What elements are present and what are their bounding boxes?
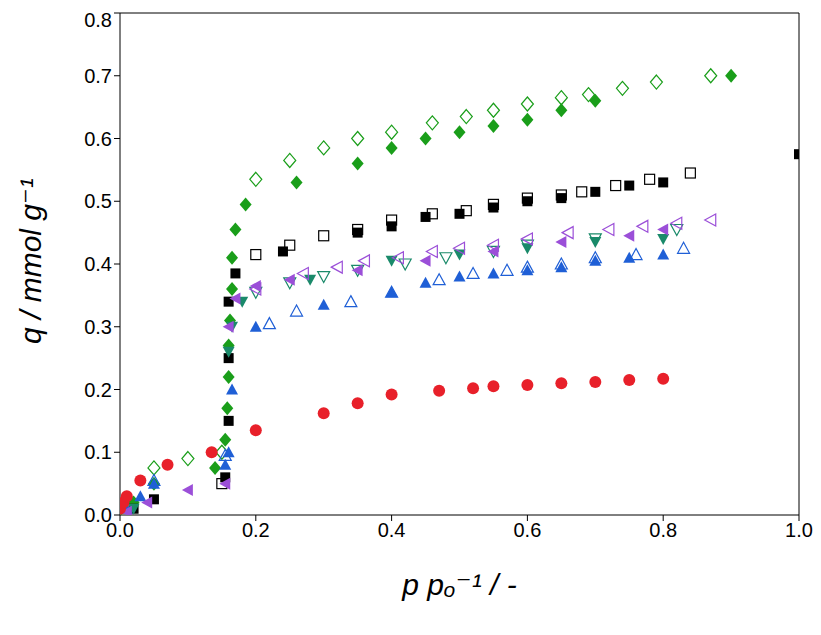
svg-text:1.0: 1.0 <box>785 519 813 541</box>
svg-text:0.4: 0.4 <box>84 253 112 275</box>
svg-text:0.5: 0.5 <box>84 190 112 212</box>
svg-text:0.3: 0.3 <box>84 316 112 338</box>
svg-text:0.0: 0.0 <box>106 519 134 542</box>
svg-text:0.8: 0.8 <box>649 519 677 541</box>
svg-text:0.8: 0.8 <box>84 9 112 31</box>
svg-text:0.4: 0.4 <box>378 519 406 541</box>
svg-text:0.2: 0.2 <box>84 379 112 401</box>
svg-text:q / mmol g⁻¹: q / mmol g⁻¹ <box>14 178 47 344</box>
svg-text:0.6: 0.6 <box>513 519 541 541</box>
svg-text:0.1: 0.1 <box>84 441 112 463</box>
svg-text:0.7: 0.7 <box>84 65 112 87</box>
svg-text:0.6: 0.6 <box>84 128 112 150</box>
svg-text:0.2: 0.2 <box>242 519 270 541</box>
svg-text:p pₒ⁻¹ / -: p pₒ⁻¹ / - <box>401 568 516 601</box>
svg-text:0.0: 0.0 <box>84 504 112 526</box>
